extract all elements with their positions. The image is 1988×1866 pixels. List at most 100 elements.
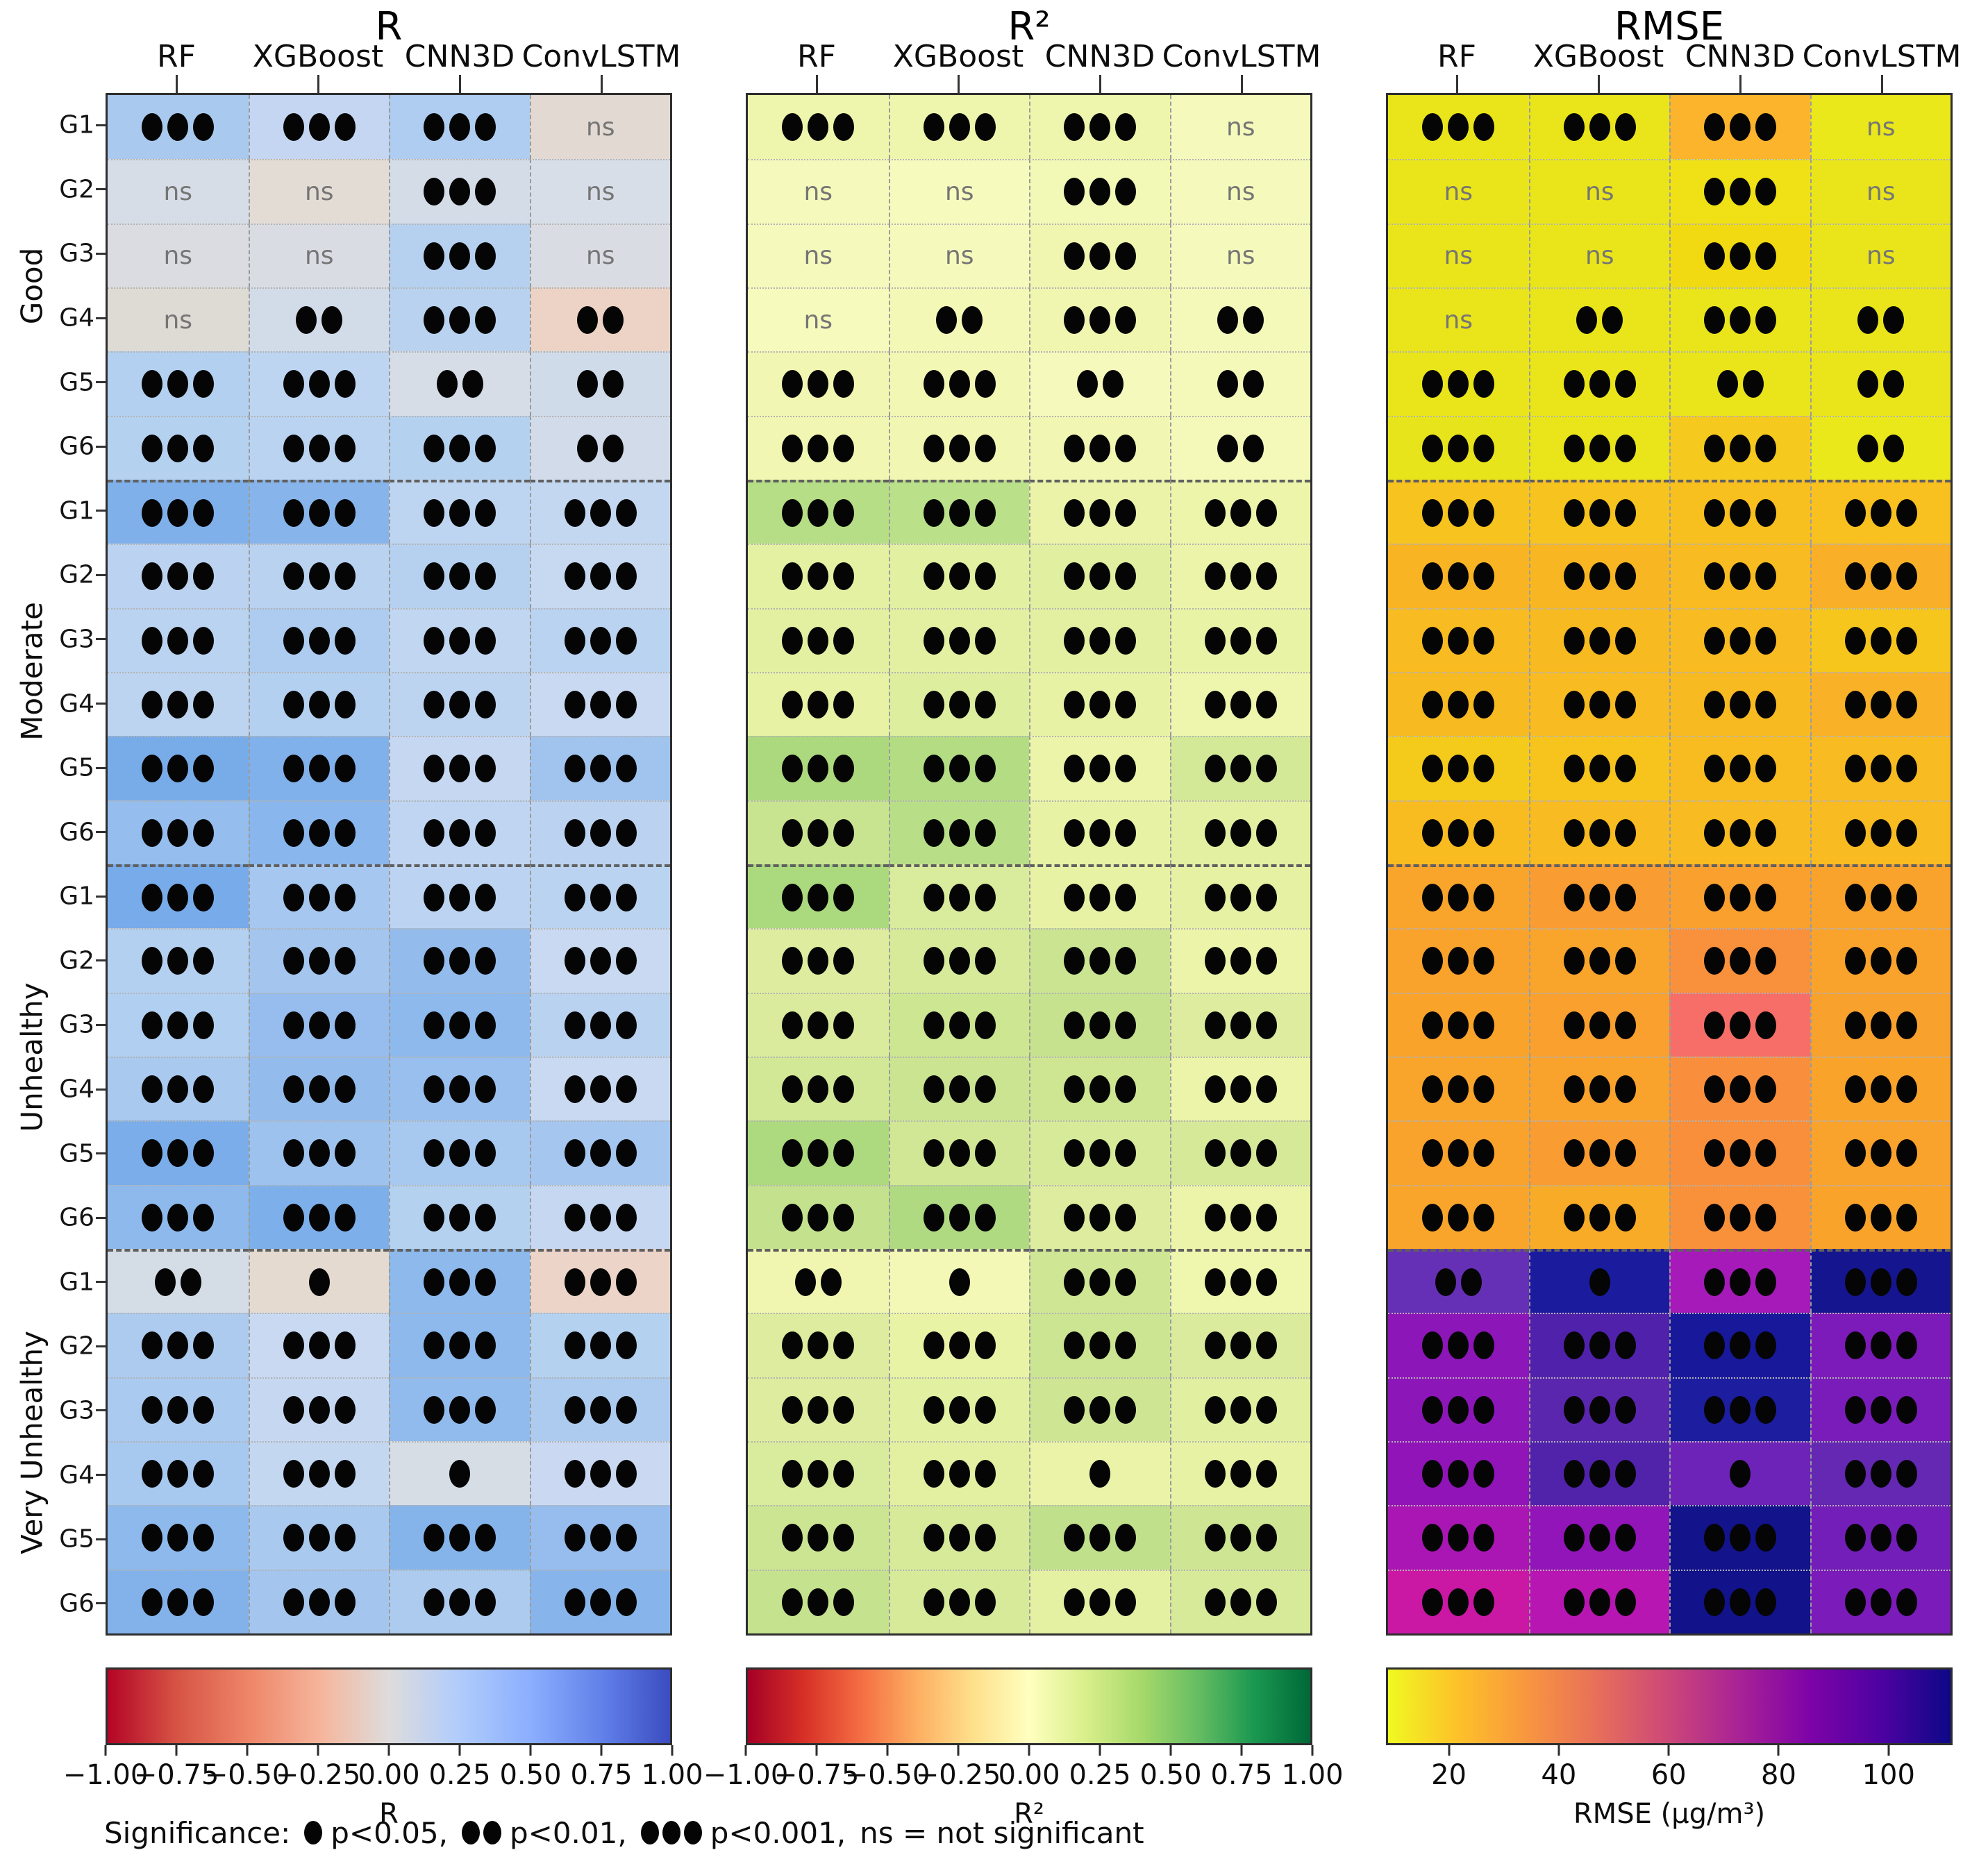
row-tick: [96, 573, 106, 576]
dot-icon: [334, 370, 356, 398]
significance-dots: [424, 1268, 496, 1297]
dot-icon: [334, 626, 356, 655]
dot-icon: [962, 306, 983, 335]
dot-icon: [1422, 1203, 1444, 1232]
heatmap-cell: [1029, 928, 1170, 993]
dot-icon: [283, 1011, 304, 1039]
dot-icon: [193, 1395, 215, 1424]
dot-icon: [1589, 1011, 1610, 1039]
dot-icon: [449, 499, 471, 528]
significance-dots: [1064, 1395, 1137, 1424]
significance-dots: [308, 1268, 330, 1297]
dot-icon: [564, 1139, 585, 1168]
heatmap-cell: [888, 351, 1029, 416]
dot-icon: [308, 1524, 330, 1552]
dot-icon: [1217, 306, 1239, 335]
dot-icon: [949, 370, 970, 398]
dot-icon: [974, 1139, 996, 1168]
dot-icon: [1089, 1075, 1111, 1104]
significance-dots: [142, 562, 215, 591]
dot-icon: [1755, 947, 1777, 975]
panel-title: R: [375, 4, 403, 49]
ns-marker: ns: [803, 242, 833, 271]
row-label: G5: [59, 753, 94, 782]
column-tick: [1455, 75, 1458, 93]
heatmap-cell: [1810, 1313, 1951, 1377]
heatmap-cell: [1029, 1505, 1170, 1570]
dot-icon: [1614, 434, 1636, 462]
significance-dots: [1704, 755, 1777, 783]
significance-dots: [283, 1460, 356, 1488]
dot-icon: [283, 1331, 304, 1360]
dot-icon: [949, 1268, 970, 1297]
dot-icon: [949, 1460, 970, 1488]
dot-icon: [142, 1139, 163, 1168]
dot-icon: [564, 947, 585, 975]
dot-icon: [1755, 113, 1777, 142]
dot-icon: [142, 1460, 163, 1488]
heatmap-cell: [1810, 1377, 1951, 1441]
dot-icon: [167, 947, 189, 975]
row-tick: [96, 510, 106, 512]
dot-icon: [974, 626, 996, 655]
significance-dots: [424, 562, 496, 591]
dot-icon: [1589, 1139, 1610, 1168]
dot-icon: [334, 1203, 356, 1232]
heatmap-cell: [1029, 1377, 1170, 1441]
dot-icon: [1473, 947, 1495, 975]
dot-icon: [1576, 306, 1598, 335]
dot-icon: [167, 1075, 189, 1104]
significance-dots: [1204, 562, 1277, 591]
dot-icon: [590, 1203, 611, 1232]
column-headers: RF XGBoost CNN3D ConvLSTM: [106, 39, 680, 93]
dot-icon: [615, 818, 637, 847]
heatmap-cell: [748, 351, 889, 416]
dot-icon: [1422, 1075, 1444, 1104]
dot-icon: [193, 113, 215, 142]
significance-dots: [1844, 1395, 1917, 1424]
colorbar-tick-label: −0.75: [774, 1759, 860, 1791]
significance-dots: [949, 1268, 970, 1297]
heatmap-cell: [748, 1313, 889, 1377]
dot-icon: [1704, 306, 1726, 335]
significance-dots: [923, 626, 996, 655]
dot-icon: [308, 818, 330, 847]
dot-icon: [1870, 884, 1891, 912]
significance-dots: [1844, 499, 1917, 528]
dot-icon: [308, 1460, 330, 1488]
significance-dots: [1563, 1075, 1636, 1104]
significance-dots: [1064, 178, 1137, 206]
dot-icon: [1704, 1268, 1726, 1297]
dot-icon: [1422, 1588, 1444, 1616]
dot-icon: [334, 1075, 356, 1104]
heatmap-cell: [389, 480, 530, 544]
dot-icon: [1614, 1588, 1636, 1616]
dot-icon: [949, 1203, 970, 1232]
dot-icon: [283, 1203, 304, 1232]
heatmap-cell: [1169, 415, 1310, 480]
dot-icon: [923, 1331, 944, 1360]
dot-icon: [1563, 1331, 1585, 1360]
significance-dots: [564, 755, 637, 783]
significance-dots: [1704, 113, 1777, 142]
dot-icon: [475, 947, 496, 975]
column-tick: [458, 75, 461, 93]
heatmap-cell: [888, 544, 1029, 608]
dot-icon: [193, 1588, 215, 1616]
heatmap-cell: [248, 1505, 389, 1570]
dot-icon: [808, 1203, 829, 1232]
heatmap-cell: [389, 351, 530, 416]
colorbar-tick: [458, 1745, 461, 1756]
dot-icon: [1730, 113, 1751, 142]
significance-dots: [1422, 113, 1495, 142]
dot-icon: [334, 499, 356, 528]
dot-icon: [1448, 434, 1469, 462]
heatmap-cell: [748, 672, 889, 737]
dot-icon: [1896, 691, 1917, 719]
dot-icon: [1473, 884, 1495, 912]
dot-icon: [564, 818, 585, 847]
heatmap-cell: [1388, 1184, 1529, 1249]
dot-icon: [334, 755, 356, 783]
heatmap-cell: [1388, 672, 1529, 737]
heatmap-cell: [529, 1377, 670, 1441]
